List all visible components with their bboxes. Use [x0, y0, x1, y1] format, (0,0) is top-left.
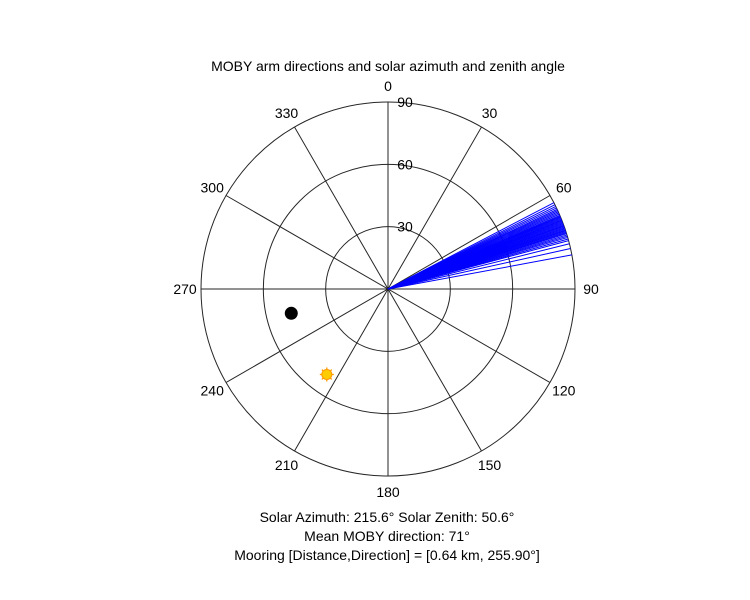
sun-marker — [319, 367, 334, 382]
angular-tick-label: 240 — [201, 383, 225, 399]
moby-arm-direction-line — [387, 240, 569, 290]
sun-disc — [321, 368, 333, 380]
chart-title: MOBY arm directions and solar azimuth an… — [211, 58, 565, 74]
mooring-marker — [284, 306, 298, 320]
angular-tick-label: 210 — [275, 457, 299, 473]
solar-caption: Solar Azimuth: 215.6° Solar Zenith: 50.6… — [260, 509, 515, 525]
angular-tick-labels: 0 30 60 90 120 150 180 210 240 270 300 330 — [173, 78, 599, 500]
angular-tick-label: 90 — [583, 281, 599, 297]
angular-tick-label: 180 — [376, 484, 400, 500]
angular-tick-label: 60 — [556, 180, 572, 196]
moby-arm-direction-line — [387, 248, 571, 290]
radial-tick-label: 60 — [397, 156, 413, 172]
moby-arm-direction-line — [387, 254, 572, 290]
angular-tick-label: 270 — [173, 281, 197, 297]
radial-tick-label: 90 — [397, 94, 413, 110]
moby-direction-caption: Mean MOBY direction: 71° — [304, 528, 470, 544]
mooring-caption: Mooring [Distance,Direction] = [0.64 km,… — [234, 547, 540, 563]
angular-tick-label: 30 — [482, 105, 498, 121]
radial-tick-label: 30 — [397, 219, 413, 235]
angular-tick-label: 120 — [552, 383, 576, 399]
angular-tick-label: 330 — [275, 105, 299, 121]
radial-tick-labels: 30 60 90 — [397, 94, 413, 235]
series-layer — [284, 202, 572, 382]
moby-arm-direction-line — [387, 243, 570, 290]
angular-tick-label: 0 — [384, 78, 392, 94]
angular-tick-label: 150 — [478, 457, 502, 473]
angular-tick-label: 300 — [201, 180, 225, 196]
